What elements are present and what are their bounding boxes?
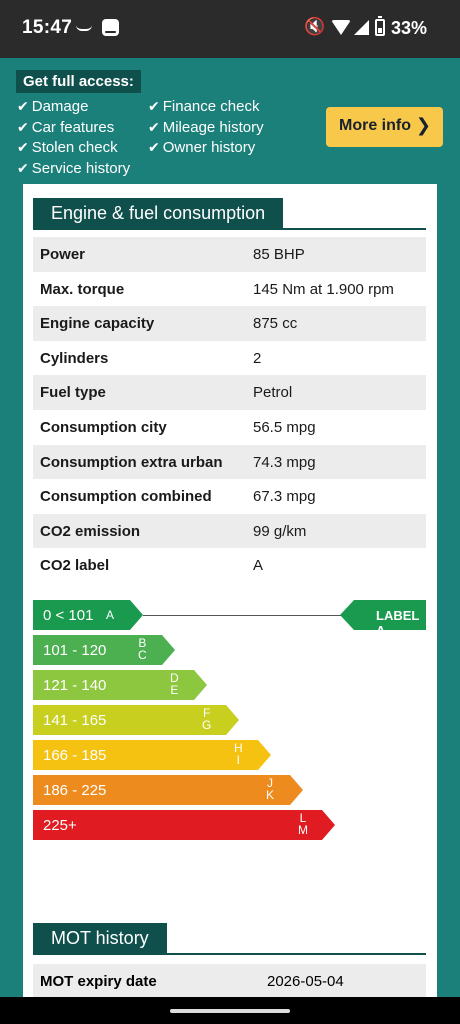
band-range: 225+ bbox=[43, 817, 77, 834]
feature-item: ✔ Service history bbox=[17, 160, 131, 177]
check-icon: ✔ bbox=[17, 160, 29, 176]
section-title: Engine & fuel consumption bbox=[33, 198, 284, 228]
co2-energy-label: LABEL A 0 < 101 A 101 - 120 B C 121 - 140 D E 14… bbox=[33, 600, 426, 840]
table-row: Power 85 BHP bbox=[33, 237, 426, 272]
band-arrow-tip bbox=[130, 600, 143, 630]
navigation-bar bbox=[0, 997, 460, 1024]
energy-band-bar: 0 < 101 A bbox=[33, 600, 143, 630]
table-row: Fuel type Petrol bbox=[33, 375, 426, 410]
app-notification-icon bbox=[102, 19, 119, 36]
feature-item: ✔ Mileage history bbox=[148, 119, 264, 136]
table-row: Consumption extra urban 74.3 mpg bbox=[33, 444, 426, 480]
check-icon: ✔ bbox=[17, 139, 29, 155]
section-title: MOT history bbox=[33, 923, 167, 953]
check-icon: ✔ bbox=[148, 119, 160, 135]
check-icon: ✔ bbox=[148, 139, 160, 155]
band-range: 121 - 140 bbox=[43, 677, 107, 694]
label-indicator-line bbox=[143, 615, 343, 616]
band-letters: A bbox=[106, 608, 115, 622]
feature-item: ✔ Owner history bbox=[148, 139, 256, 156]
band-arrow-tip bbox=[322, 810, 335, 840]
energy-band-bar: 225+ L M bbox=[33, 810, 335, 840]
table-row: Consumption city 56.5 mpg bbox=[40, 418, 316, 436]
band-arrow-tip bbox=[258, 740, 271, 770]
wifi-icon bbox=[331, 20, 351, 35]
table-row: Cylinders 2 bbox=[40, 349, 262, 367]
band-arrow-tip bbox=[194, 670, 207, 700]
check-icon: ✔ bbox=[148, 98, 160, 114]
feature-item: ✔ Damage bbox=[17, 98, 89, 115]
energy-band-bar: 141 - 165 F G bbox=[33, 705, 239, 735]
check-icon: ✔ bbox=[17, 98, 29, 114]
band-range: 186 - 225 bbox=[43, 782, 107, 799]
promo-title: Get full access: bbox=[16, 70, 141, 93]
band-range: 101 - 120 bbox=[43, 642, 107, 659]
battery-icon bbox=[375, 16, 385, 36]
chevron-right-icon: ❯ bbox=[415, 115, 431, 135]
check-icon: ✔ bbox=[17, 119, 29, 135]
clock: 15:47 bbox=[22, 17, 73, 38]
energy-band-bar: 166 - 185 H I bbox=[33, 740, 271, 770]
band-range: 166 - 185 bbox=[43, 747, 107, 764]
table-row: Engine capacity 875 cc bbox=[33, 306, 426, 341]
notification-icon bbox=[76, 25, 92, 31]
vehicle-details-card: Engine & fuel consumption Power 85 BHP Ma… bbox=[23, 184, 437, 997]
feature-item: ✔ Stolen check bbox=[17, 139, 118, 156]
vibrate-off-icon: 🔇 bbox=[304, 17, 326, 36]
band-arrow-tip bbox=[226, 705, 239, 735]
energy-band-bar: 186 - 225 J K bbox=[33, 775, 303, 805]
table-row: CO2 emission 99 g/km bbox=[33, 513, 426, 549]
table-row: Max. torque 145 Nm at 1.900 rpm bbox=[40, 280, 394, 298]
signal-icon bbox=[354, 20, 369, 35]
full-access-banner: Get full access: ✔ Damage ✔ Finance check … bbox=[0, 58, 460, 184]
feature-item: ✔ Car features bbox=[17, 119, 115, 136]
energy-band-bar: 101 - 120 B C bbox=[33, 635, 175, 665]
section-header-engine: Engine & fuel consumption bbox=[33, 198, 426, 230]
band-range: 141 - 165 bbox=[43, 712, 107, 729]
more-info-button[interactable]: More info ❯ bbox=[326, 107, 443, 147]
energy-band-bar: 121 - 140 D E bbox=[33, 670, 207, 700]
band-arrow-tip bbox=[162, 635, 175, 665]
table-row: Consumption combined 67.3 mpg bbox=[40, 488, 316, 506]
status-bar: 15:47 🔇 33% bbox=[0, 0, 460, 58]
band-range: 0 < 101 bbox=[43, 607, 94, 624]
band-arrow-tip bbox=[290, 775, 303, 805]
section-header-mot: MOT history bbox=[33, 923, 426, 955]
table-row: MOT expiry date 2026-05-04 bbox=[33, 964, 426, 997]
table-row: CO2 label A bbox=[40, 557, 264, 575]
current-label-badge: LABEL A bbox=[340, 600, 426, 638]
battery-percent: 33% bbox=[391, 18, 428, 38]
home-gesture-handle[interactable] bbox=[170, 1009, 290, 1013]
feature-item: ✔ Finance check bbox=[148, 98, 260, 115]
engine-spec-table: Power 85 BHP Max. torque 145 Nm at 1.900 r… bbox=[33, 237, 426, 583]
